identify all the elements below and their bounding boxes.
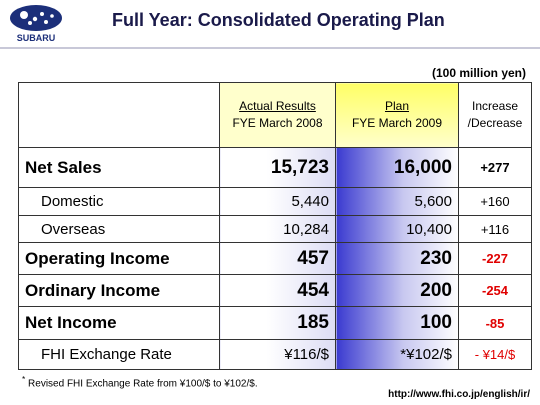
row: Ordinary Income 454 200 -254 — [18, 274, 532, 307]
change-cell: -227 — [458, 242, 532, 275]
row: Net Sales 15,723 16,000 +277 — [18, 147, 532, 188]
row: FHI Exchange Rate ¥116/$ *¥102/$ - ¥14/$ — [18, 339, 532, 370]
change-cell: -254 — [458, 274, 532, 307]
logo-text: SUBARU — [17, 33, 56, 43]
unit: (100 million yen) — [431, 66, 526, 80]
col-head: Plan FYE March 2009 — [335, 82, 459, 148]
logo: SUBARU — [10, 5, 62, 43]
row: Overseas 10,284 10,400 +116 — [18, 215, 532, 243]
plan-cell: 100 — [335, 306, 459, 340]
actual-cell: 10,284 — [219, 215, 336, 243]
actual-cell: ¥116/$ — [219, 339, 336, 370]
row-label: Operating Income — [18, 242, 220, 275]
actual-cell: 5,440 — [219, 187, 336, 216]
actual-cell: 454 — [219, 274, 336, 307]
col-head: Increase/Decrease — [458, 82, 532, 148]
header-row: Actual Results FYE March 2008 Plan FYE Mar… — [18, 82, 532, 148]
title: Full Year: Consolidated Operating Plan — [112, 10, 445, 30]
plan-cell: *¥102/$ — [335, 339, 459, 370]
col-sub: FYE March 2008 — [232, 116, 323, 130]
col-title: Actual Results — [239, 99, 316, 113]
change-cell: - ¥14/$ — [458, 339, 532, 370]
row-label: Net Income — [18, 306, 220, 340]
change-cell: -85 — [458, 306, 532, 340]
plan-cell: 16,000 — [335, 147, 459, 188]
rule — [0, 47, 540, 49]
row-label: FHI Exchange Rate — [18, 339, 220, 370]
change-cell: +116 — [458, 215, 532, 243]
plan-cell: 230 — [335, 242, 459, 275]
col-sub: FYE March 2009 — [351, 116, 443, 130]
actual-cell: 457 — [219, 242, 336, 275]
change-cell: +160 — [458, 187, 532, 216]
col-head: Actual Results FYE March 2008 — [219, 82, 336, 148]
corner — [18, 82, 220, 148]
row: Domestic 5,440 5,600 +160 — [18, 187, 532, 216]
footnote: * Revised FHI Exchange Rate from ¥100/$ … — [22, 374, 258, 389]
row-label: Ordinary Income — [18, 274, 220, 307]
plan-cell: 10,400 — [335, 215, 459, 243]
url: http://www.fhi.co.jp/english/ir/ — [388, 389, 530, 400]
plan-cell: 200 — [335, 274, 459, 307]
footnote-mark: * — [22, 374, 26, 384]
table: Actual Results FYE March 2008 Plan FYE Mar… — [18, 82, 532, 370]
actual-cell: 15,723 — [219, 147, 336, 188]
col-title: Plan — [384, 99, 410, 113]
change-cell: +277 — [458, 147, 532, 188]
actual-cell: 185 — [219, 306, 336, 340]
row-label: Domestic — [18, 187, 220, 216]
col-title: Increase — [471, 99, 519, 113]
plan-cell: 5,600 — [335, 187, 459, 216]
col-sub: /Decrease — [467, 116, 523, 130]
row: Operating Income 457 230 -227 — [18, 242, 532, 275]
row-label: Overseas — [18, 215, 220, 243]
row-label: Net Sales — [18, 147, 220, 188]
footnote-text: Revised FHI Exchange Rate from ¥100/$ to… — [28, 378, 258, 390]
row: Net Income 185 100 -85 — [18, 306, 532, 340]
